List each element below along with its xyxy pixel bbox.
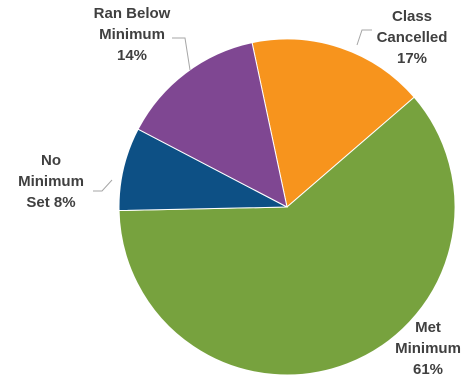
data-label-line-1: No [41, 152, 61, 169]
data-label-percent: 61% [412, 361, 444, 378]
leader-line-class-cancelled [356, 29, 372, 46]
data-label-met-minimum: Met Minimum 61% [386, 317, 470, 380]
leader-line-no-minimum-set [93, 179, 113, 192]
data-label-line-2: Minimum [99, 26, 165, 43]
data-label-percent: 14% [116, 47, 148, 64]
data-label-line-2: Minimum [395, 340, 461, 357]
pie-slice-met-minimum [118, 96, 456, 376]
leader-line-ran-below-minimum [172, 37, 191, 71]
data-label-line-1: Met [415, 319, 441, 336]
data-label-line-1: Ran Below [93, 5, 171, 22]
data-label-class-cancelled: Class Cancelled 17% [362, 6, 462, 69]
data-label-no-minimum-set: No Minimum Set 8% [8, 150, 94, 213]
data-label-line-1: Class [391, 8, 433, 25]
pie-slices [118, 38, 456, 376]
data-label-line-2: Minimum [18, 173, 84, 190]
pie-slice-class-cancelled [251, 38, 415, 208]
data-label-percent: 17% [396, 50, 428, 67]
leader-lines [93, 29, 372, 192]
pie-slice-ran-below-minimum [137, 42, 288, 208]
data-label-percent: Set 8% [26, 194, 76, 211]
data-label-ran-below-minimum: Ran Below Minimum 14% [80, 3, 184, 66]
data-label-line-2: Cancelled [376, 29, 448, 46]
